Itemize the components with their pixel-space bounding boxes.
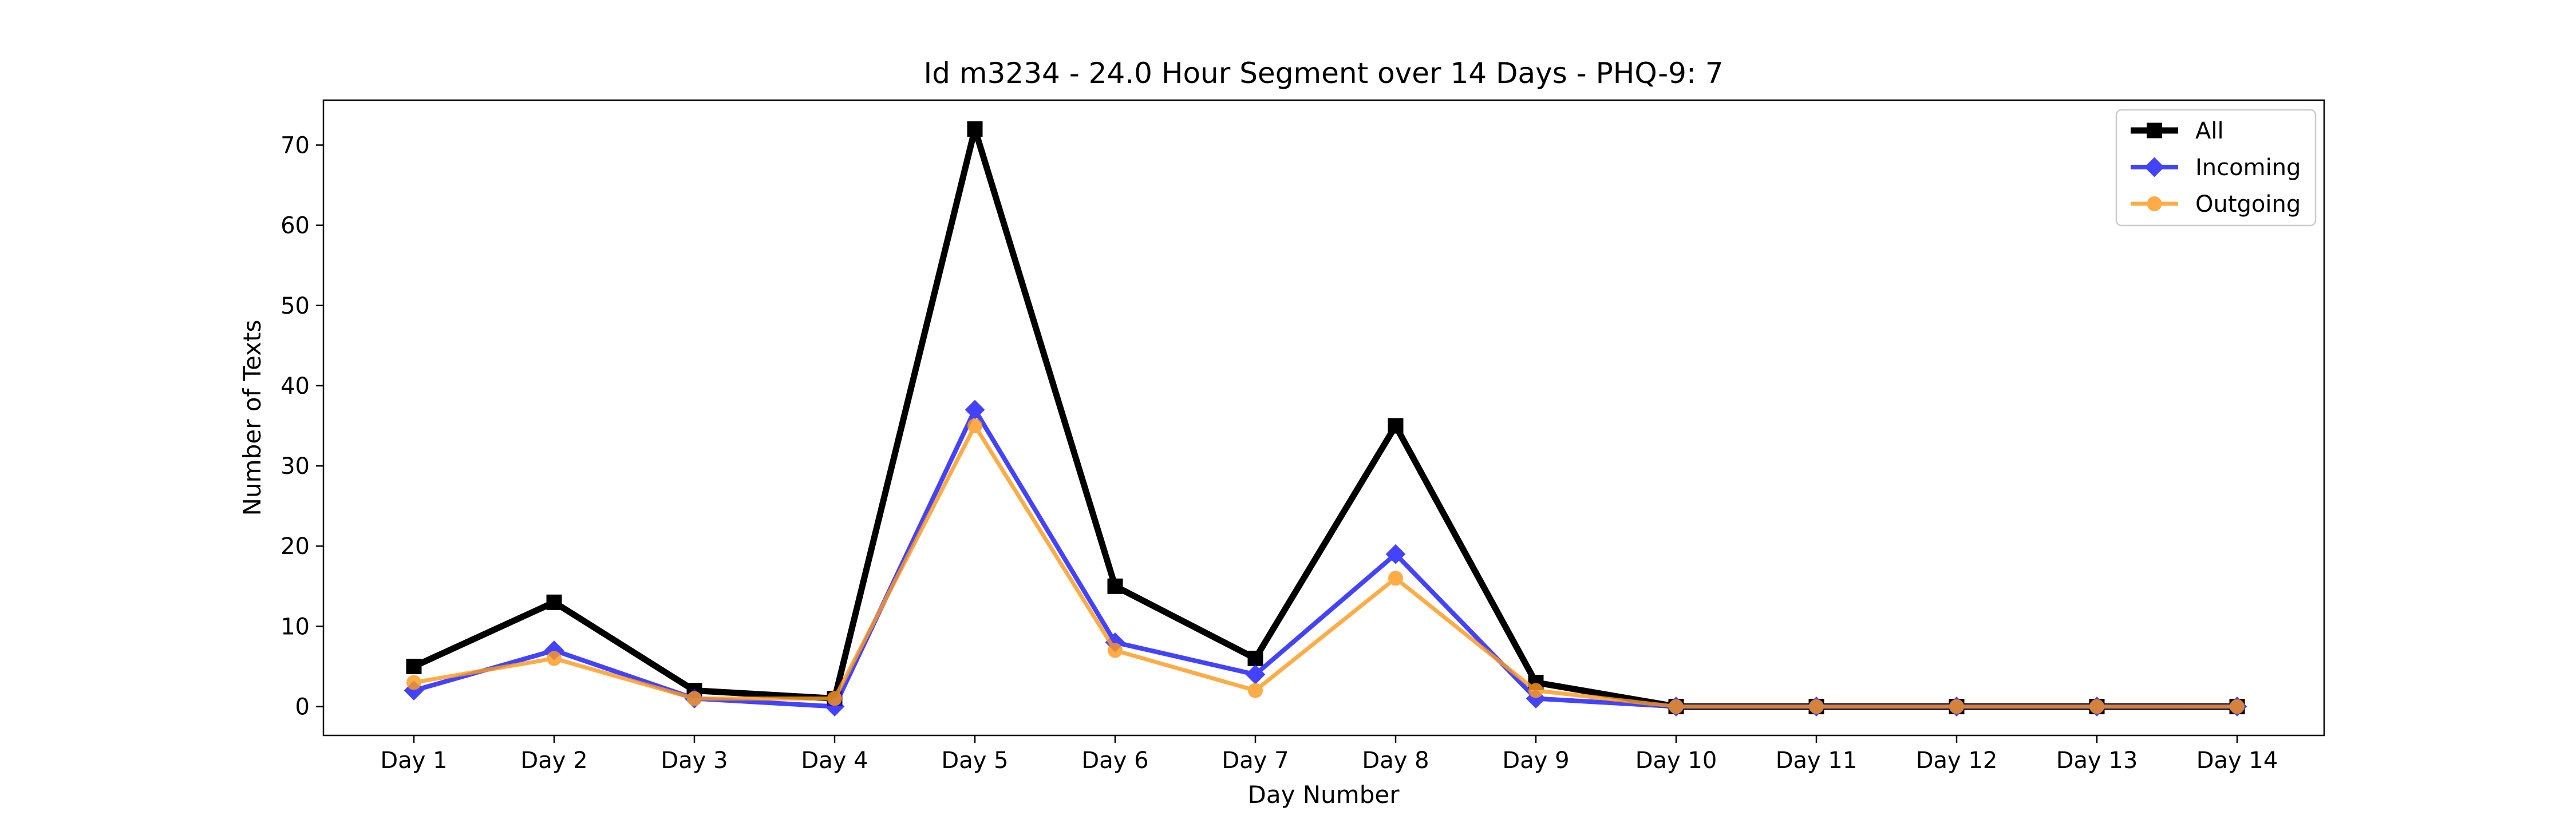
x-tick-label: Day 14: [2196, 747, 2278, 774]
legend-frame: [2115, 109, 2317, 227]
data-point-outgoing: [827, 691, 842, 706]
data-point-outgoing: [1809, 699, 1824, 714]
data-point-outgoing: [406, 675, 421, 690]
y-tick-label: 70: [280, 132, 310, 159]
y-tick-label: 30: [280, 453, 310, 480]
data-point-outgoing: [1949, 699, 1964, 714]
legend-marker-outgoing: [2147, 196, 2162, 211]
data-point-incoming: [965, 399, 985, 420]
data-point-outgoing: [2089, 699, 2104, 714]
chart-title: Id m3234 - 24.0 Hour Segment over 14 Day…: [923, 57, 1723, 90]
plot-frame: [322, 99, 2325, 737]
data-point-outgoing: [547, 651, 562, 666]
data-point-outgoing: [1528, 683, 1543, 698]
data-point-all: [406, 658, 422, 674]
y-axis-ticks: 0 10 20 30 40 50 60 70: [280, 132, 323, 721]
x-tick-label: Day 6: [1081, 747, 1148, 774]
x-tick-label: Day 8: [1362, 747, 1429, 774]
x-tick-label: Day 4: [801, 747, 868, 774]
x-tick-label: Day 2: [520, 747, 587, 774]
x-axis-ticks: Day 1 Day 2 Day 3 Day 4 Day 5 Day 6 Day 7 Day 8…: [380, 735, 2278, 774]
data-point-outgoing: [687, 691, 702, 706]
x-tick-label: Day 10: [1635, 747, 1717, 774]
x-tick-label: Day 11: [1776, 747, 1858, 774]
legend-label-incoming: Incoming: [2195, 155, 2301, 181]
data-point-all: [1247, 650, 1263, 666]
data-point-outgoing: [1108, 643, 1123, 658]
data-point-outgoing: [967, 418, 982, 434]
data-point-incoming: [1385, 544, 1406, 564]
legend-swatch-outgoing: [2131, 196, 2178, 211]
y-tick-label: 10: [280, 614, 310, 640]
legend-marker-all: [2147, 122, 2162, 139]
data-point-outgoing: [1388, 571, 1403, 586]
series-layer: [404, 121, 2247, 717]
x-axis-label: Day Number: [1247, 781, 1400, 809]
x-tick-label: Day 13: [2056, 747, 2138, 774]
legend: All Incoming Outgoing: [2115, 109, 2317, 227]
data-point-outgoing: [1248, 683, 1263, 698]
x-tick-label: Day 5: [941, 747, 1008, 774]
y-tick-label: 40: [280, 373, 310, 399]
y-tick-label: 50: [280, 293, 310, 319]
y-tick-label: 20: [280, 533, 310, 560]
data-point-all: [967, 121, 983, 137]
legend-swatch-all: [2131, 122, 2178, 139]
series-line-outgoing: [412, 424, 2239, 709]
data-point-outgoing: [2230, 699, 2245, 714]
data-point-incoming: [1526, 688, 1546, 709]
y-tick-label: 0: [295, 694, 310, 721]
x-tick-label: Day 7: [1222, 747, 1289, 774]
legend-label-all: All: [2195, 118, 2224, 144]
data-point-all: [1388, 418, 1404, 434]
x-tick-label: Day 3: [661, 747, 728, 774]
x-tick-label: Day 12: [1916, 747, 1998, 774]
data-point-outgoing: [1669, 699, 1684, 714]
y-tick-label: 60: [280, 213, 310, 239]
legend-swatch-incoming: [2131, 157, 2178, 177]
data-point-incoming: [1245, 664, 1266, 684]
data-point-all: [1107, 578, 1123, 594]
x-tick-label: Day 9: [1502, 747, 1569, 774]
x-tick-label: Day 1: [380, 747, 447, 774]
legend-label-outgoing: Outgoing: [2195, 191, 2301, 217]
series-outgoing: [406, 418, 2245, 714]
legend-marker-incoming: [2144, 157, 2164, 177]
y-axis-label: Number of Texts: [238, 320, 266, 516]
data-point-all: [546, 594, 562, 610]
